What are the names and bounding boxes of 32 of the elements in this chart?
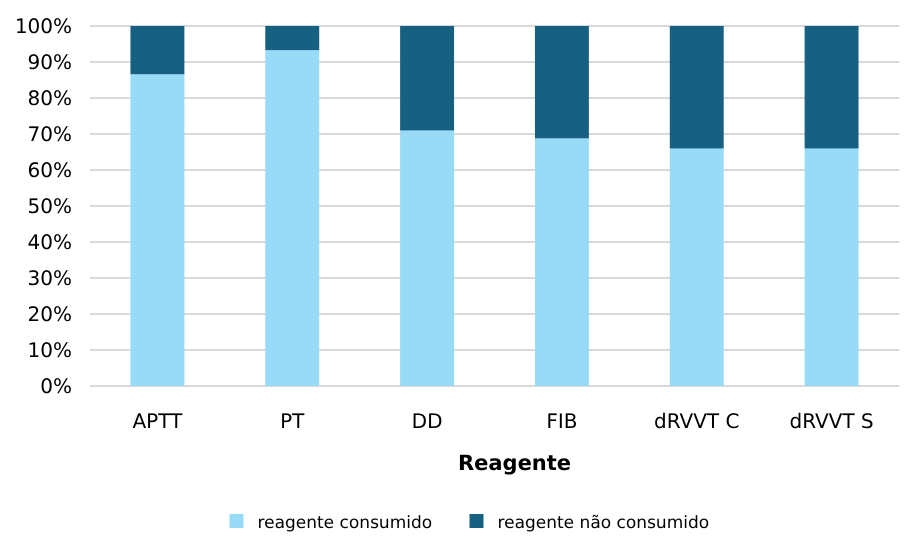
x-tick-label: dRVVT S (790, 409, 874, 433)
bar (400, 26, 454, 130)
bar (265, 50, 320, 386)
bar (534, 26, 589, 138)
y-tick-label: 70% (28, 122, 72, 146)
bar (130, 26, 184, 74)
x-axis-title: Reagente (458, 451, 572, 475)
x-tick-label: PT (280, 409, 306, 433)
y-tick-label: 0% (40, 374, 72, 398)
bar (265, 26, 320, 50)
y-tick-label: 90% (28, 50, 72, 74)
y-tick-label: 60% (28, 158, 72, 182)
legend-label: reagente consumido (258, 513, 432, 533)
y-tick-label: 30% (28, 266, 72, 290)
x-tick-label: DD (412, 409, 442, 433)
y-tick-label: 100% (14, 14, 72, 38)
bar (130, 74, 184, 386)
x-tick-label: APTT (132, 409, 184, 433)
bar (804, 148, 859, 386)
y-tick-label: 50% (28, 194, 72, 218)
x-tick-label: dRVVT C (654, 409, 740, 433)
bar (400, 130, 454, 386)
y-tick-label: 20% (28, 302, 72, 326)
y-tick-label: 80% (28, 86, 72, 110)
bar (670, 26, 724, 148)
x-tick-label: FIB (546, 409, 578, 433)
bar (804, 26, 859, 148)
bar (670, 148, 724, 386)
legend-label: reagente não consumido (498, 513, 710, 533)
y-tick-label: 40% (28, 230, 72, 254)
y-tick-label: 10% (28, 338, 72, 362)
bar (534, 138, 589, 386)
